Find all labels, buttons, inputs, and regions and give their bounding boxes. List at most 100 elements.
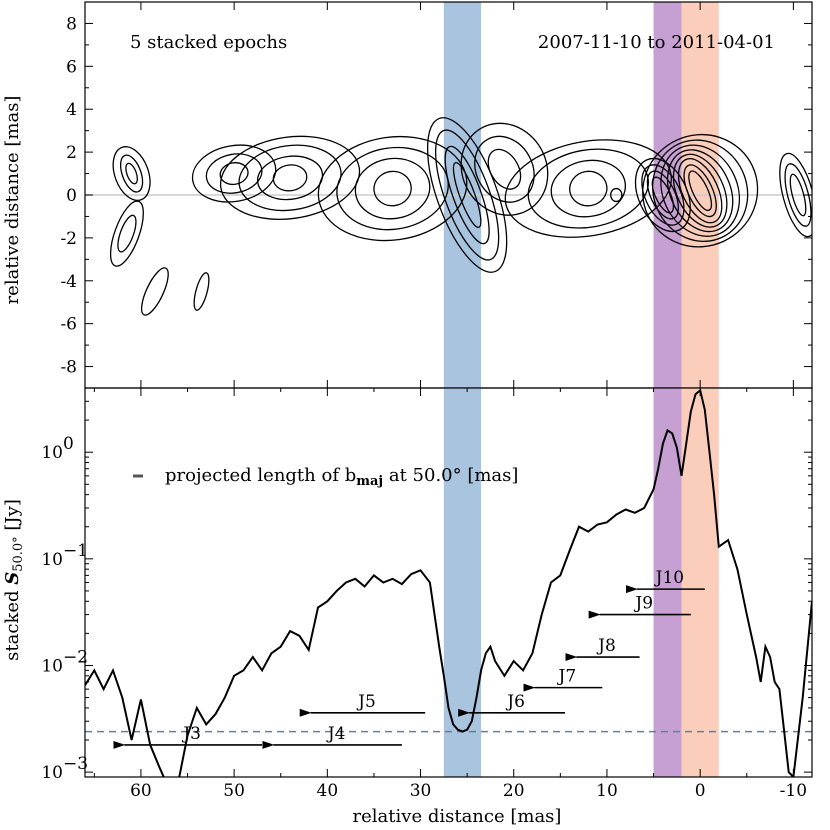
x-tick-label: 20 — [503, 781, 525, 801]
contour-6-3 — [219, 135, 361, 220]
top-y-tick-label: 2 — [66, 143, 77, 163]
contour-12-0 — [789, 173, 807, 217]
y-tick-label: 10 — [41, 443, 63, 463]
top-y-tick-label: -6 — [60, 315, 77, 335]
x-tick-label: 30 — [410, 781, 432, 801]
contour-6-0 — [272, 164, 308, 192]
top-y-tick-label: 4 — [66, 100, 77, 120]
beam-annotation: projected length of bmaj at 50.0° [mas] — [133, 465, 518, 489]
contour-3-2 — [460, 122, 549, 216]
annotation-epochs: 5 stacked epochs — [130, 32, 287, 53]
x-axis-label: relative distance [mas] — [353, 806, 562, 827]
bottom-y-axis-label: stacked S50.0° [Jy] — [2, 499, 26, 661]
jet-label-j4: J4 — [326, 724, 346, 744]
contour-12-2 — [779, 152, 812, 238]
x-tick-label: 10 — [596, 781, 618, 801]
contour-5-0 — [373, 170, 412, 207]
contour-6-2 — [238, 144, 342, 212]
contour-7-2 — [191, 144, 277, 203]
x-tick-label: 60 — [130, 781, 152, 801]
contour-1-2 — [641, 164, 685, 226]
annotation-date-range: 2007-11-10 to 2011-04-01 — [538, 32, 775, 53]
y-tick-label: 10 — [41, 763, 63, 783]
arrow-j6: J6 — [458, 692, 566, 717]
contour-12-1 — [784, 163, 812, 227]
contour-7-1 — [205, 153, 263, 194]
contour-0-3 — [672, 153, 728, 228]
contour-2-3 — [504, 139, 672, 238]
jet-label-j6: J6 — [505, 692, 525, 712]
y-tick-label: 10 — [41, 656, 63, 676]
contour-2-2 — [527, 148, 649, 229]
flux-profile-line — [85, 388, 812, 777]
contour-11-0 — [193, 272, 210, 311]
contour-4-2 — [434, 129, 500, 261]
top-y-axis-label: relative distance [mas] — [2, 96, 23, 305]
contour-0-2 — [677, 158, 723, 224]
jet-label-j8: J8 — [596, 636, 616, 656]
contour-10-0 — [140, 267, 169, 316]
contour-4-3 — [426, 117, 508, 273]
contour-5-1 — [354, 157, 431, 220]
x-tick-label: 50 — [223, 781, 245, 801]
contour-1-0 — [651, 176, 675, 214]
top-y-tick-label: 8 — [66, 14, 77, 34]
bottom-x-ticks: 60 50 40 30 20 10 0 -10 — [93, 388, 807, 801]
arrow-j10: J10 — [625, 568, 705, 594]
x-tick-label: 0 — [695, 781, 706, 801]
y-tick-label: 10 — [41, 550, 63, 570]
jet-label-j10: J10 — [654, 568, 684, 588]
top-x-ticks — [140, 2, 794, 388]
jet-label-j9: J9 — [633, 594, 653, 614]
arrow-j7: J7 — [523, 667, 603, 692]
x-tick-label: 40 — [317, 781, 339, 801]
contour-5-3 — [317, 135, 468, 242]
contour-13-0 — [610, 187, 623, 203]
band-2 — [681, 388, 719, 777]
contour-4-1 — [444, 145, 490, 245]
jet-label-j5: J5 — [356, 692, 376, 712]
y-tick-exponent: −1 — [63, 541, 88, 561]
contour-panel: 8 6 4 2 0 -2 -4 -6 -8 5 stacked epochs 2007-11-1… — [2, 1, 813, 389]
contour-3-1 — [474, 135, 535, 203]
contour-9-1 — [109, 200, 144, 267]
contour-7-0 — [219, 162, 249, 186]
x-tick-label: -10 — [780, 781, 807, 801]
contour-0-0 — [688, 170, 713, 212]
contour-8-2 — [112, 146, 151, 202]
contour-0-5 — [660, 144, 741, 237]
y-tick-exponent: 0 — [63, 434, 74, 454]
beam-annotation-text: projected length of bmaj at 50.0° [mas] — [165, 465, 518, 489]
contour-8-1 — [119, 154, 144, 193]
contour-1-3 — [634, 157, 691, 233]
contour-9-0 — [117, 214, 137, 253]
top-y-tick-label: 6 — [66, 57, 77, 77]
arrow-j8: J8 — [565, 636, 640, 662]
contour-4-0 — [452, 162, 482, 228]
y-tick-exponent: −3 — [63, 754, 88, 774]
top-y-tick-label: -8 — [60, 358, 77, 378]
contour-6-1 — [256, 155, 324, 201]
arrow-j4: J4 — [262, 724, 402, 749]
band-0 — [443, 388, 482, 777]
contour-1-1 — [646, 170, 679, 220]
contour-2-0 — [569, 170, 608, 207]
contour-5-2 — [336, 146, 449, 231]
top-y-tick-label: 0 — [66, 186, 77, 206]
contour-8-0 — [125, 162, 138, 185]
top-y-tick-label: -2 — [60, 229, 77, 249]
arrow-j9: J9 — [588, 594, 691, 619]
top-y-ticks: 8 6 4 2 0 -2 -4 -6 -8 — [60, 14, 812, 378]
arrow-j5: J5 — [299, 692, 426, 717]
contour-2-1 — [550, 159, 626, 218]
y-tick-exponent: −2 — [63, 647, 88, 667]
jet-label-j7: J7 — [557, 667, 577, 687]
top-y-tick-label: -4 — [60, 272, 77, 292]
arrow-j3: J3 — [113, 724, 263, 749]
contour-map — [109, 117, 812, 316]
jet-label-j3: J3 — [181, 724, 201, 744]
